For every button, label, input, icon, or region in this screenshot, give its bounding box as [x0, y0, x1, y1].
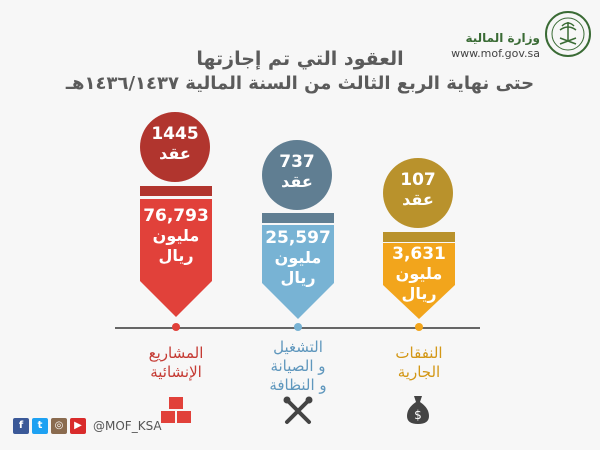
youtube-icon[interactable]: ▶ [70, 418, 86, 434]
instagram-icon[interactable]: ◎ [51, 418, 67, 434]
svg-text:$: $ [414, 408, 422, 422]
value-label-construction: 76,793 مليون ريال [140, 206, 212, 266]
contracts-unit: عقد [159, 144, 191, 163]
contracts-unit: عقد [402, 190, 434, 209]
category-line: الجارية [397, 363, 441, 381]
category-construction: المشاريع الإنشائية [126, 344, 226, 382]
value-label-operations: 25,597 مليون ريال [262, 228, 334, 288]
contracts-count: 1445 [151, 124, 199, 144]
ministry-website: www.mof.gov.sa [451, 47, 540, 60]
category-current-expenses: النفقات الجارية [369, 344, 469, 382]
value-amount: 76,793 [143, 206, 209, 226]
social-footer: f t ◎ ▶ @MOF_KSA [13, 416, 162, 436]
boxes-icon [161, 397, 191, 423]
bar-cap-construction [140, 186, 212, 196]
category-line: المشاريع [148, 344, 204, 362]
contracts-circle-construction: 1445 عقد [140, 112, 210, 182]
axis-dot-current-expenses [415, 323, 423, 331]
value-amount: 25,597 [265, 228, 331, 248]
value-amount: 3,631 [392, 244, 446, 264]
value-unit-line2: ريال [280, 268, 316, 287]
value-label-current-expenses: 3,631 مليون ريال [383, 244, 455, 304]
value-unit-line1: مليون [274, 248, 322, 267]
category-line: و الصيانة [270, 357, 326, 375]
contracts-circle-current-expenses: 107 عقد [383, 158, 453, 228]
category-line: الإنشائية [150, 363, 202, 381]
value-unit-line1: مليون [395, 264, 443, 283]
axis-dot-operations [294, 323, 302, 331]
social-handle: @MOF_KSA [93, 419, 162, 433]
value-arrow-current-expenses [383, 243, 455, 319]
value-unit-line2: ريال [158, 246, 194, 265]
contracts-count: 737 [279, 152, 315, 172]
value-unit-line1: مليون [152, 226, 200, 245]
money-bag-icon: $ [407, 396, 429, 424]
value-unit-line2: ريال [401, 284, 437, 303]
value-arrow-construction [140, 199, 212, 317]
tools-icon [283, 396, 313, 424]
value-arrow-operations [262, 225, 334, 319]
contracts-unit: عقد [281, 172, 313, 191]
category-operations: التشغيل و الصيانة و النظافة [248, 338, 348, 395]
bar-cap-operations [262, 213, 334, 223]
contracts-circle-operations: 737 عقد [262, 140, 332, 210]
bar-cap-current-expenses [383, 232, 455, 242]
axis-dot-construction [172, 323, 180, 331]
page-title: العقود التي تم إجازتها [196, 48, 404, 70]
ministry-seal-logo [545, 11, 591, 57]
category-line: التشغيل [273, 338, 323, 356]
page-subtitle: حتى نهاية الربع الثالث من السنة المالية … [65, 73, 535, 94]
facebook-icon[interactable]: f [13, 418, 29, 434]
category-line: و النظافة [269, 376, 327, 394]
ministry-name: وزارة المالية [465, 31, 540, 45]
ministry-branding: وزارة المالية www.mof.gov.sa [451, 30, 540, 62]
contracts-count: 107 [400, 170, 436, 190]
twitter-icon[interactable]: t [32, 418, 48, 434]
category-line: النفقات [395, 344, 443, 362]
